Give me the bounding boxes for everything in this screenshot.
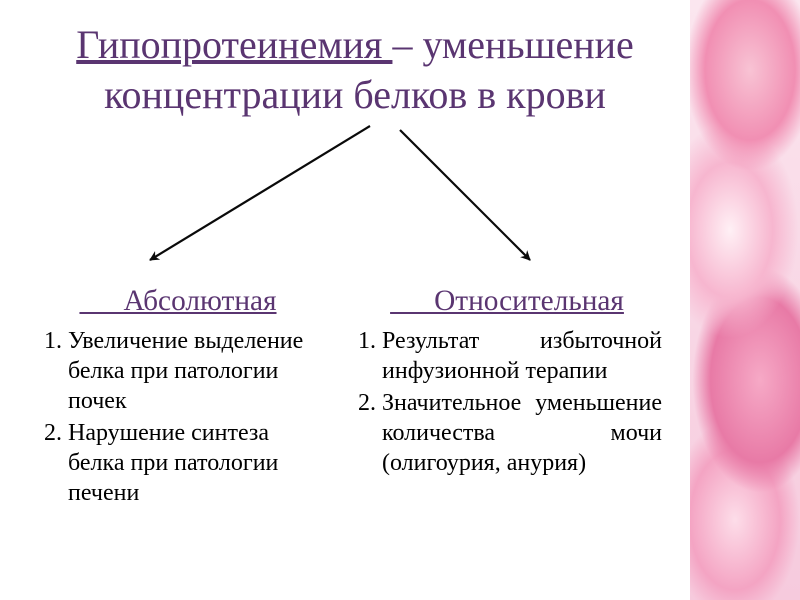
heading-absolute: Абсолютная	[38, 285, 318, 318]
arrow-right	[400, 130, 530, 260]
slide-title: Гипопротеинемия – уменьшение концентраци…	[34, 20, 676, 120]
list-item: Значительное уменьшение количества мочи …	[382, 388, 662, 478]
title-term: Гипопротеинемия	[76, 22, 392, 67]
list-item: Увеличение выделение белка при патологии…	[68, 326, 318, 416]
list-item: Результат избыточной инфузионной терапии	[382, 326, 662, 386]
slide-content: Гипопротеинемия – уменьшение концентраци…	[0, 0, 690, 600]
branch-arrows	[50, 120, 650, 280]
list-absolute: Увеличение выделение белка при патологии…	[38, 326, 318, 508]
column-absolute: Абсолютная Увеличение выделение белка пр…	[28, 285, 328, 510]
columns-row: Абсолютная Увеличение выделение белка пр…	[0, 285, 690, 510]
list-relative: Результат избыточной инфузионной терапии…	[352, 326, 662, 478]
title-line-2: концентрации белков в крови	[104, 72, 606, 117]
list-item: Нарушение синтеза белка при патологии пе…	[68, 418, 318, 508]
arrow-left	[150, 126, 370, 260]
title-rest-1: – уменьшение	[392, 22, 633, 67]
heading-relative: Относительная	[352, 285, 662, 318]
floral-background-strip	[690, 0, 800, 600]
column-relative: Относительная Результат избыточной инфуз…	[342, 285, 672, 510]
